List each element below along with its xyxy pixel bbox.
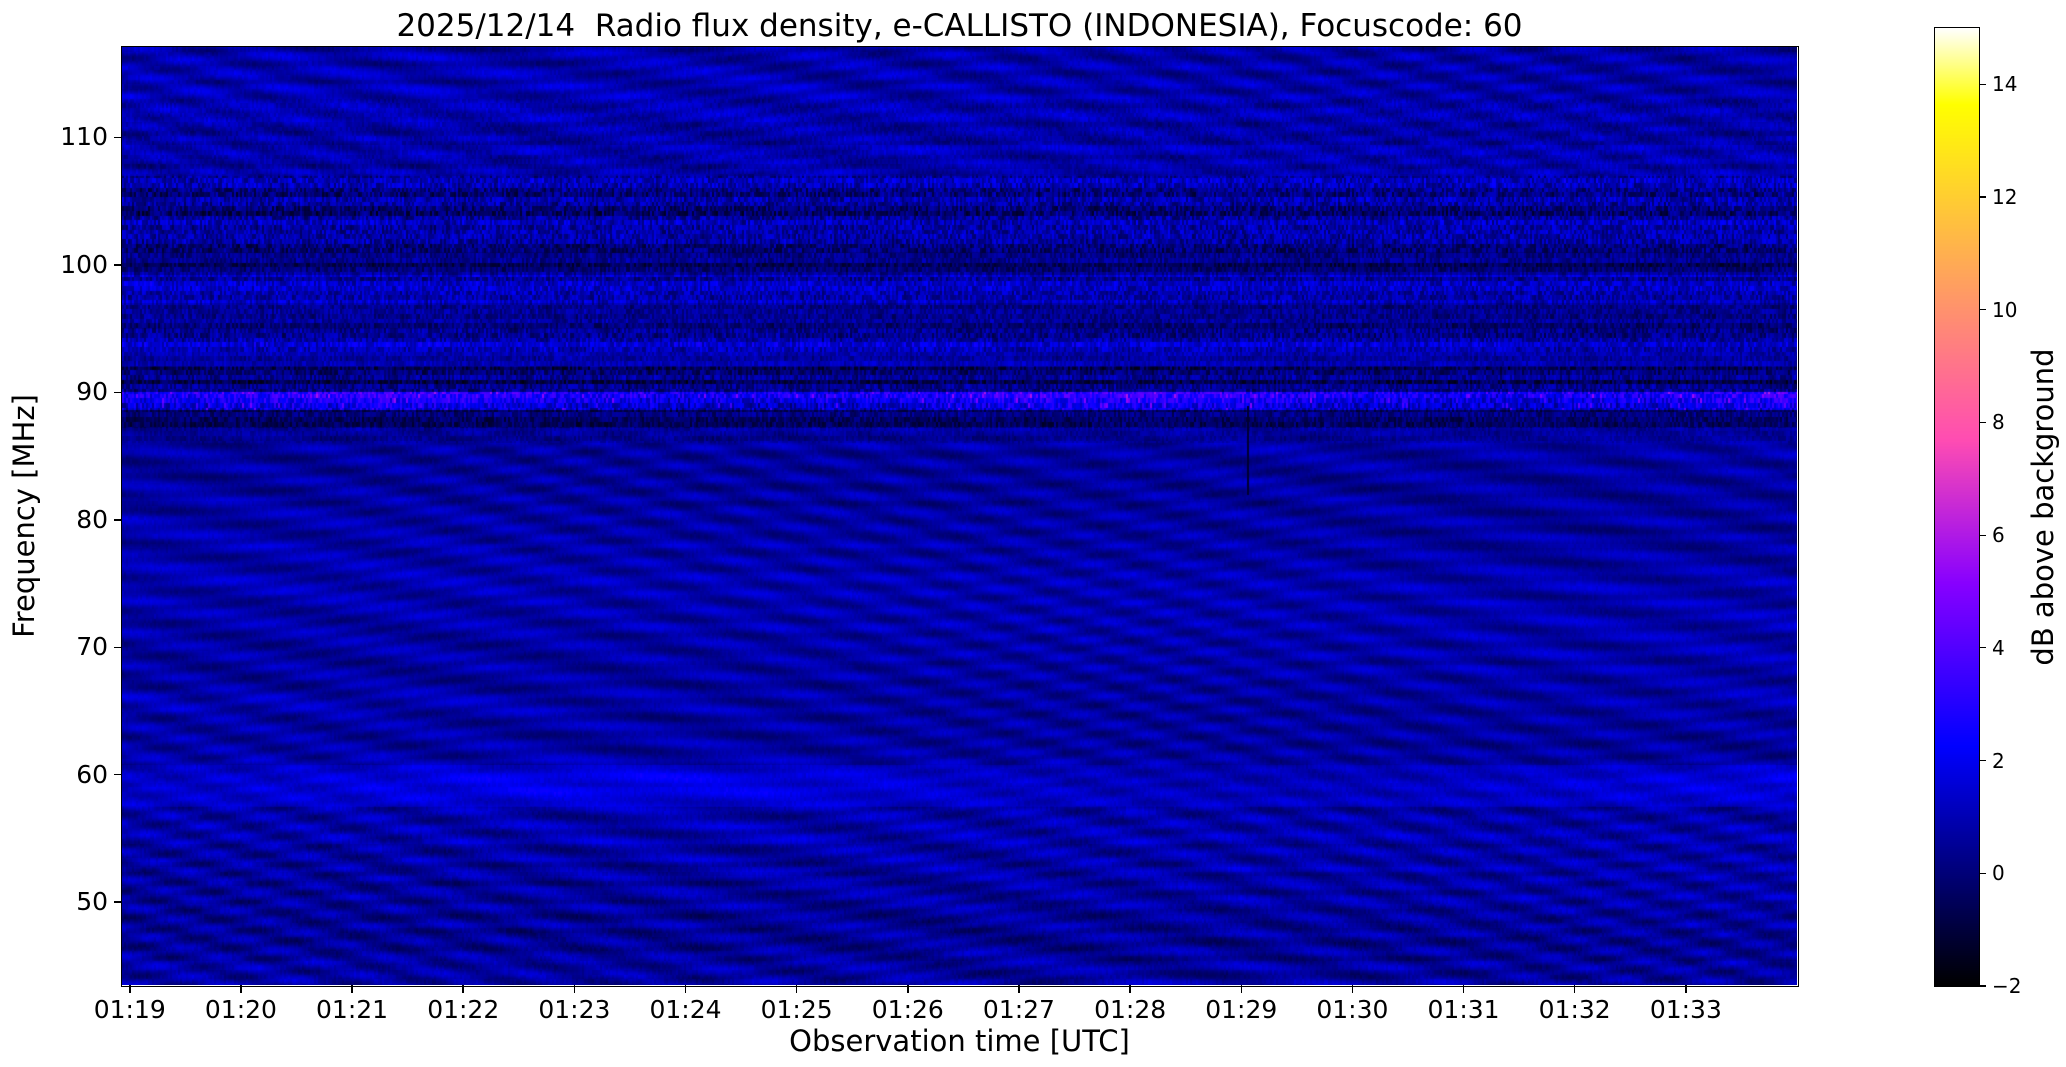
x-tick-label: 01:25 bbox=[760, 995, 833, 1024]
x-tick-label: 01:31 bbox=[1427, 995, 1500, 1024]
x-tick-mark bbox=[1573, 985, 1576, 993]
x-tick-label: 01:28 bbox=[1094, 995, 1167, 1024]
y-tick-label: 80 bbox=[76, 504, 108, 534]
y-tick-mark bbox=[114, 773, 122, 776]
colorbar-canvas bbox=[1935, 28, 1979, 986]
colorbar-tick-mark bbox=[1979, 534, 1986, 536]
x-tick-mark bbox=[1240, 985, 1242, 993]
colorbar-tick-mark bbox=[1979, 647, 1986, 649]
y-tick-label: 50 bbox=[76, 887, 108, 917]
colorbar-tick-mark bbox=[1979, 985, 1986, 987]
x-tick-label: 01:24 bbox=[649, 995, 722, 1024]
colorbar-tick-label: 14 bbox=[1992, 72, 2018, 97]
y-tick-mark bbox=[114, 391, 122, 394]
colorbar-tick-mark bbox=[1979, 83, 1986, 85]
colorbar-tick-label: 0 bbox=[1992, 861, 2005, 886]
colorbar-tick-label: −2 bbox=[1992, 974, 2022, 998]
y-tick-label: 110 bbox=[60, 122, 108, 152]
colorbar-frame bbox=[1934, 27, 1980, 987]
x-tick-label: 01:33 bbox=[1649, 995, 1722, 1024]
spectrogram-canvas bbox=[122, 47, 1797, 985]
y-tick-mark bbox=[114, 519, 122, 521]
y-tick-mark bbox=[114, 136, 122, 139]
x-tick-mark bbox=[1351, 985, 1354, 993]
x-tick-label: 01:21 bbox=[316, 995, 389, 1024]
y-axis-label: Frequency [MHz] bbox=[7, 394, 41, 638]
colorbar-tick-label: 2 bbox=[1992, 748, 2005, 773]
y-tick-mark bbox=[114, 901, 122, 903]
y-tick-label: 70 bbox=[76, 632, 108, 662]
x-tick-mark bbox=[129, 985, 131, 993]
x-tick-mark bbox=[1018, 985, 1020, 993]
x-tick-mark bbox=[1129, 985, 1131, 993]
x-tick-mark bbox=[573, 985, 576, 993]
x-tick-label: 01:19 bbox=[93, 995, 166, 1024]
colorbar-label: dB above background bbox=[2026, 348, 2060, 666]
colorbar-tick-mark bbox=[1979, 759, 1986, 762]
x-tick-mark bbox=[795, 985, 798, 993]
colorbar-tick-mark bbox=[1979, 872, 1986, 874]
y-tick-label: 90 bbox=[76, 377, 108, 407]
x-tick-label: 01:20 bbox=[204, 995, 277, 1024]
colorbar-tick-label: 12 bbox=[1992, 185, 2018, 210]
colorbar-tick-label: 10 bbox=[1992, 297, 2018, 322]
x-tick-label: 01:29 bbox=[1205, 995, 1278, 1024]
x-axis-label: Observation time [UTC] bbox=[789, 1024, 1130, 1058]
colorbar-tick-mark bbox=[1979, 196, 1986, 198]
plot-frame bbox=[121, 46, 1799, 987]
x-tick-mark bbox=[1685, 985, 1687, 993]
colorbar-tick-mark bbox=[1979, 309, 1986, 311]
x-tick-label: 01:26 bbox=[871, 995, 944, 1024]
y-tick-mark bbox=[114, 646, 122, 649]
colorbar-tick-label: 6 bbox=[1992, 523, 2005, 548]
x-tick-mark bbox=[462, 985, 464, 993]
colorbar-tick-label: 8 bbox=[1992, 410, 2005, 435]
x-tick-label: 01:32 bbox=[1538, 995, 1611, 1024]
x-tick-label: 01:30 bbox=[1316, 995, 1389, 1024]
x-tick-mark bbox=[351, 985, 353, 993]
x-tick-mark bbox=[240, 985, 242, 993]
y-tick-label: 100 bbox=[60, 249, 108, 279]
colorbar-tick-mark bbox=[1979, 421, 1986, 424]
x-tick-mark bbox=[907, 985, 909, 993]
x-tick-mark bbox=[684, 985, 687, 993]
y-tick-mark bbox=[114, 264, 122, 266]
x-tick-label: 01:22 bbox=[427, 995, 500, 1024]
x-tick-mark bbox=[1462, 985, 1465, 993]
colorbar-tick-label: 4 bbox=[1992, 635, 2005, 660]
y-tick-label: 60 bbox=[76, 759, 108, 789]
plot-title: 2025/12/14 Radio flux density, e-CALLIST… bbox=[396, 8, 1523, 44]
x-tick-label: 01:27 bbox=[982, 995, 1055, 1024]
x-tick-label: 01:23 bbox=[538, 995, 611, 1024]
